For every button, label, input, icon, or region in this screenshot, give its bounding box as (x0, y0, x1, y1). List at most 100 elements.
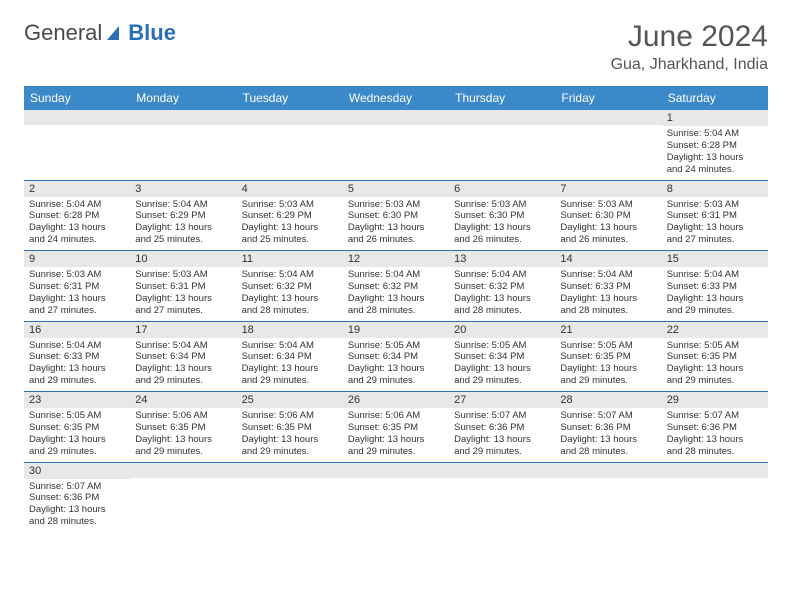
day-line: and 26 minutes. (348, 234, 444, 246)
day-body: Sunrise: 5:04 AMSunset: 6:32 PMDaylight:… (237, 267, 343, 321)
day-line: Sunrise: 5:03 AM (667, 199, 763, 211)
day-body: Sunrise: 5:03 AMSunset: 6:31 PMDaylight:… (24, 267, 130, 321)
day-line: Sunset: 6:30 PM (348, 210, 444, 222)
day-number (130, 110, 236, 125)
day-number: 2 (24, 181, 130, 197)
day-line: Sunrise: 5:05 AM (667, 340, 763, 352)
day-body (237, 478, 343, 524)
day-line: Daylight: 13 hours (454, 293, 550, 305)
day-line: and 27 minutes. (135, 305, 231, 317)
day-line: and 27 minutes. (29, 305, 125, 317)
day-line: Sunrise: 5:04 AM (135, 340, 231, 352)
day-number: 4 (237, 181, 343, 197)
day-body: Sunrise: 5:04 AMSunset: 6:28 PMDaylight:… (24, 197, 130, 251)
day-cell: 2Sunrise: 5:04 AMSunset: 6:28 PMDaylight… (24, 180, 130, 251)
day-line: Daylight: 13 hours (667, 363, 763, 375)
day-cell: 22 Sunrise: 5:05 AMSunset: 6:35 PMDayligh… (662, 321, 768, 392)
day-body: Sunrise: 5:04 AMSunset: 6:28 PMDaylight:… (662, 126, 768, 180)
day-line: Sunrise: 5:03 AM (348, 199, 444, 211)
day-cell: 23Sunrise: 5:05 AMSunset: 6:35 PMDayligh… (24, 392, 130, 463)
day-line: Sunrise: 5:03 AM (242, 199, 338, 211)
day-header: Saturday (662, 86, 768, 110)
day-cell: 6Sunrise: 5:03 AMSunset: 6:30 PMDaylight… (449, 180, 555, 251)
day-line: Daylight: 13 hours (454, 434, 550, 446)
day-line: Daylight: 13 hours (29, 363, 125, 375)
day-body: Sunrise: 5:07 AMSunset: 6:36 PMDaylight:… (662, 408, 768, 462)
day-line: and 28 minutes. (29, 516, 125, 528)
day-line: Daylight: 13 hours (242, 222, 338, 234)
day-header-row: Sunday Monday Tuesday Wednesday Thursday… (24, 86, 768, 110)
day-line: Sunset: 6:34 PM (135, 351, 231, 363)
day-line: Sunrise: 5:04 AM (667, 269, 763, 281)
day-body: Sunrise: 5:05 AMSunset: 6:35 PMDaylight:… (24, 408, 130, 462)
day-body: Sunrise: 5:06 AMSunset: 6:35 PMDaylight:… (237, 408, 343, 462)
day-line: Sunset: 6:36 PM (667, 422, 763, 434)
day-line: and 29 minutes. (348, 375, 444, 387)
day-line: Sunset: 6:34 PM (348, 351, 444, 363)
day-line: Sunrise: 5:04 AM (560, 269, 656, 281)
day-line: Daylight: 13 hours (348, 434, 444, 446)
day-line: Daylight: 13 hours (242, 293, 338, 305)
day-body: Sunrise: 5:03 AMSunset: 6:31 PMDaylight:… (130, 267, 236, 321)
day-line: Daylight: 13 hours (348, 293, 444, 305)
day-cell: 19Sunrise: 5:05 AMSunset: 6:34 PMDayligh… (343, 321, 449, 392)
day-line: Sunset: 6:35 PM (242, 422, 338, 434)
day-number: 5 (343, 181, 449, 197)
day-line: and 29 minutes. (135, 375, 231, 387)
day-cell: 17Sunrise: 5:04 AMSunset: 6:34 PMDayligh… (130, 321, 236, 392)
day-line: Sunrise: 5:07 AM (454, 410, 550, 422)
day-cell (343, 110, 449, 180)
header: General Blue June 2024 Gua, Jharkhand, I… (24, 20, 768, 74)
day-number: 15 (662, 251, 768, 267)
day-cell (237, 462, 343, 532)
day-cell: 3Sunrise: 5:04 AMSunset: 6:29 PMDaylight… (130, 180, 236, 251)
day-line: Daylight: 13 hours (454, 363, 550, 375)
day-body (555, 125, 661, 171)
day-line: Sunset: 6:35 PM (667, 351, 763, 363)
day-header: Wednesday (343, 86, 449, 110)
day-body (130, 125, 236, 171)
day-cell: 16Sunrise: 5:04 AMSunset: 6:33 PMDayligh… (24, 321, 130, 392)
day-cell: 21Sunrise: 5:05 AMSunset: 6:35 PMDayligh… (555, 321, 661, 392)
day-number: 22 (662, 322, 768, 338)
day-number: 20 (449, 322, 555, 338)
day-number (237, 110, 343, 125)
day-cell (555, 462, 661, 532)
day-number: 8 (662, 181, 768, 197)
day-body: Sunrise: 5:04 AMSunset: 6:34 PMDaylight:… (130, 338, 236, 392)
day-line: Daylight: 13 hours (348, 222, 444, 234)
day-body: Sunrise: 5:03 AMSunset: 6:30 PMDaylight:… (343, 197, 449, 251)
day-cell (24, 110, 130, 180)
day-line: and 28 minutes. (348, 305, 444, 317)
day-number (24, 110, 130, 125)
day-line: Sunrise: 5:03 AM (560, 199, 656, 211)
day-line: Daylight: 13 hours (135, 363, 231, 375)
day-body: Sunrise: 5:05 AMSunset: 6:34 PMDaylight:… (343, 338, 449, 392)
day-line: Sunset: 6:35 PM (348, 422, 444, 434)
day-line: and 29 minutes. (242, 446, 338, 458)
day-line: Sunrise: 5:03 AM (135, 269, 231, 281)
day-line: and 25 minutes. (242, 234, 338, 246)
day-line: and 27 minutes. (667, 234, 763, 246)
day-line: and 24 minutes. (667, 164, 763, 176)
day-line: and 29 minutes. (135, 446, 231, 458)
day-line: Sunset: 6:35 PM (29, 422, 125, 434)
day-cell: 26Sunrise: 5:06 AMSunset: 6:35 PMDayligh… (343, 392, 449, 463)
calendar-table: Sunday Monday Tuesday Wednesday Thursday… (24, 86, 768, 532)
day-cell: 25Sunrise: 5:06 AMSunset: 6:35 PMDayligh… (237, 392, 343, 463)
day-body: Sunrise: 5:04 AMSunset: 6:29 PMDaylight:… (130, 197, 236, 251)
day-line: Sunrise: 5:06 AM (242, 410, 338, 422)
day-number (449, 110, 555, 125)
day-body: Sunrise: 5:03 AMSunset: 6:29 PMDaylight:… (237, 197, 343, 251)
day-line: and 29 minutes. (29, 375, 125, 387)
day-line: Daylight: 13 hours (560, 363, 656, 375)
day-cell: 24Sunrise: 5:06 AMSunset: 6:35 PMDayligh… (130, 392, 236, 463)
day-line: Sunrise: 5:05 AM (454, 340, 550, 352)
day-line: Sunrise: 5:07 AM (667, 410, 763, 422)
day-number: 17 (130, 322, 236, 338)
location: Gua, Jharkhand, India (611, 56, 768, 74)
day-number: 1 (662, 110, 768, 126)
day-line: and 28 minutes. (667, 446, 763, 458)
day-line: Sunset: 6:30 PM (560, 210, 656, 222)
day-cell (449, 462, 555, 532)
